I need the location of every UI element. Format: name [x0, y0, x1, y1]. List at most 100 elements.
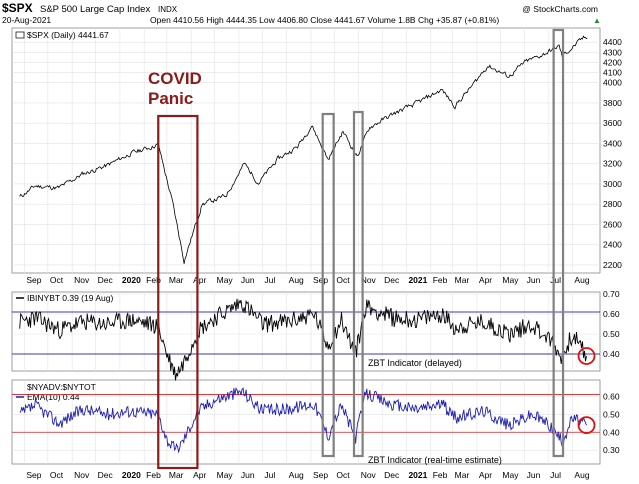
- reference-lines: [12, 311, 600, 433]
- covid-label: COVID: [148, 69, 202, 88]
- x-tick-label: Aug: [289, 275, 304, 285]
- x-tick-label: Jul: [550, 275, 561, 285]
- x-tick-label: Nov: [74, 470, 90, 480]
- signal-highlight-box: [321, 112, 335, 458]
- ibiny-legend: IBINYBT 0.39 (19 Aug): [16, 293, 113, 303]
- y-tick-label: 2600: [603, 219, 622, 229]
- x-tick-label: Feb: [433, 275, 448, 285]
- x-tick-label: 2020: [122, 275, 141, 285]
- y-tick-label: 0.60: [603, 391, 620, 401]
- x-tick-label: Dec: [98, 275, 114, 285]
- price-panel: [11, 27, 601, 274]
- nyadv-legend: $NYADV:$NYTOT EMA(10) 0.44: [16, 382, 96, 402]
- spx-price-line: [19, 35, 588, 264]
- zbt-signal-circle: [577, 347, 596, 365]
- zbt-realtime-label: ZBT Indicator (real-time estimate): [368, 455, 502, 465]
- x-tick-label: Sep: [313, 470, 328, 480]
- x-tick-label: Dec: [384, 275, 400, 285]
- x-tick-label: Oct: [50, 275, 64, 285]
- change-arrow: ▲: [593, 16, 601, 25]
- ohlc-stats: Open 4410.56 High 4444.35 Low 4406.80 Cl…: [150, 15, 499, 25]
- x-tick-label: May: [217, 470, 234, 480]
- y-tick-label: 0.30: [603, 445, 620, 455]
- x-tick-label: 2021: [408, 470, 427, 480]
- y-tick-label: 4100: [603, 68, 622, 78]
- y-tick-label: 2200: [603, 260, 622, 270]
- x-tick-label: Apr: [479, 470, 492, 480]
- y-tick-label: 3200: [603, 159, 622, 169]
- y-tick-label: 0.40: [603, 427, 620, 437]
- copyright: @ StockCharts.com: [522, 4, 598, 14]
- x-tick-label: Jul: [264, 470, 275, 480]
- ibiny-panel: [11, 291, 601, 372]
- x-tick-label: Sep: [26, 275, 41, 285]
- x-tick-label: Apr: [193, 275, 206, 285]
- x-tick-label: Jun: [527, 275, 541, 285]
- date: 20-Aug-2021: [2, 15, 51, 25]
- y-tick-label: 4400: [603, 37, 622, 47]
- axes: 2200 2400 2600 2800 3000 3200 3400 3600 3800 4000…: [26, 37, 622, 480]
- x-tick-label: Aug: [289, 470, 304, 480]
- price-legend-text: $SPX (Daily) 4441.67: [27, 30, 109, 40]
- y-tick-label: 2800: [603, 199, 622, 209]
- x-tick-label: 2020: [122, 470, 141, 480]
- x-tick-label: Jul: [264, 275, 275, 285]
- x-tick-label: Mar: [455, 470, 470, 480]
- x-tick-label: Oct: [336, 275, 350, 285]
- x-tick-label: May: [502, 470, 519, 480]
- exchange: INDX: [158, 5, 178, 14]
- y-tick-label: 4200: [603, 57, 622, 67]
- x-tick-label: Apr: [479, 275, 492, 285]
- x-tick-label: Sep: [26, 470, 41, 480]
- legend-icon: [15, 31, 25, 39]
- ema-line: [19, 387, 587, 454]
- y-tick-label: 0.50: [603, 409, 620, 419]
- index-name: S&P 500 Large Cap Index: [40, 4, 150, 15]
- y-tick-label: 3400: [603, 138, 622, 148]
- x-tick-label: Jul: [550, 470, 561, 480]
- x-tick-label: 2021: [408, 275, 427, 285]
- covid-panic-box: [157, 114, 199, 470]
- nyadv-panel: [11, 379, 601, 465]
- x-tick-label: Sep: [313, 275, 328, 285]
- x-tick-label: Feb: [146, 275, 161, 285]
- symbol: $SPX: [2, 1, 33, 15]
- signal-highlight-box: [552, 28, 565, 458]
- price-legend: $SPX (Daily) 4441.67: [15, 30, 109, 40]
- x-tick-label: Aug: [574, 470, 589, 480]
- x-tick-label: Jun: [241, 470, 255, 480]
- x-tick-label: Oct: [50, 470, 64, 480]
- series: [19, 35, 588, 454]
- x-tick-label: Feb: [433, 470, 448, 480]
- x-tick-label: Nov: [74, 275, 90, 285]
- x-tick-label: Jun: [527, 470, 541, 480]
- signal-highlight-box: [352, 110, 364, 458]
- x-tick-label: May: [217, 275, 234, 285]
- y-tick-label: 2400: [603, 240, 622, 250]
- y-tick-label: 4300: [603, 47, 622, 57]
- x-tick-label: Jun: [241, 275, 255, 285]
- y-tick-label: 0.70: [603, 289, 620, 299]
- x-tick-label: May: [502, 275, 519, 285]
- x-tick-label: Mar: [455, 275, 470, 285]
- nyadv-legend-text: $NYADV:$NYTOT: [27, 382, 96, 392]
- x-tick-label: Nov: [361, 275, 377, 285]
- highlight-boxes: [157, 28, 565, 470]
- gridlines: [12, 28, 600, 464]
- y-tick-label: 0.50: [603, 329, 620, 339]
- y-tick-label: 0.60: [603, 309, 620, 319]
- panic-label: Panic: [148, 89, 193, 108]
- y-tick-label: 4000: [603, 78, 622, 88]
- ema-legend-text: EMA(10) 0.44: [27, 392, 80, 402]
- y-tick-label: 3600: [603, 118, 622, 128]
- x-tick-label: Apr: [193, 470, 206, 480]
- x-tick-label: Feb: [146, 470, 161, 480]
- y-tick-label: 3800: [603, 98, 622, 108]
- x-tick-label: Nov: [361, 470, 377, 480]
- ibiny-legend-text: IBINYBT 0.39 (19 Aug): [27, 293, 113, 303]
- x-tick-label: Dec: [98, 470, 114, 480]
- x-tick-label: Mar: [169, 275, 184, 285]
- zbt-signal-circle: [577, 416, 596, 434]
- zbt-delayed-label: ZBT Indicator (delayed): [368, 358, 462, 368]
